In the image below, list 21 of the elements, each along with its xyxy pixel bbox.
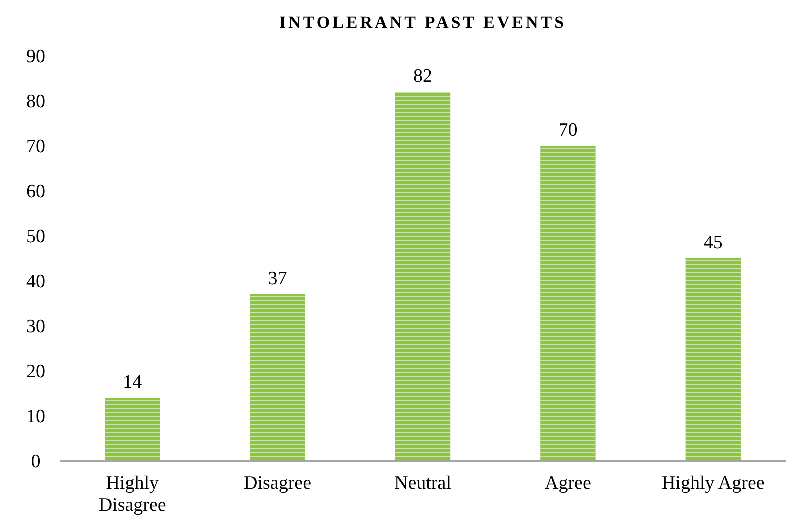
y-tick-label: 60 [26, 182, 46, 203]
data-label: 37 [268, 268, 288, 290]
y-tick-label: 20 [26, 362, 46, 383]
x-tick-label: Highly Agree [662, 473, 765, 494]
data-label: 70 [558, 120, 578, 141]
x-tick-label: Disagree [244, 473, 312, 494]
y-tick-label: 10 [26, 406, 46, 428]
x-tick-label: Agree [544, 473, 592, 494]
data-label: 14 [123, 372, 143, 393]
y-tick-label: 90 [26, 46, 46, 68]
y-tick-label: 50 [26, 226, 46, 248]
x-tick-label: Highly Disagree [98, 473, 166, 516]
y-tick-label: 80 [26, 92, 46, 113]
y-tick-label: 70 [26, 136, 46, 158]
y-tick-label: 40 [26, 272, 46, 293]
y-tick-label: 30 [26, 316, 46, 338]
x-tick-label: Neutral [394, 473, 452, 494]
y-tick-label: 0 [31, 452, 41, 473]
data-label: 82 [414, 66, 432, 87]
chart-title: INTOLERANT PAST EVENTS [279, 13, 567, 32]
data-label: 45 [704, 232, 723, 254]
